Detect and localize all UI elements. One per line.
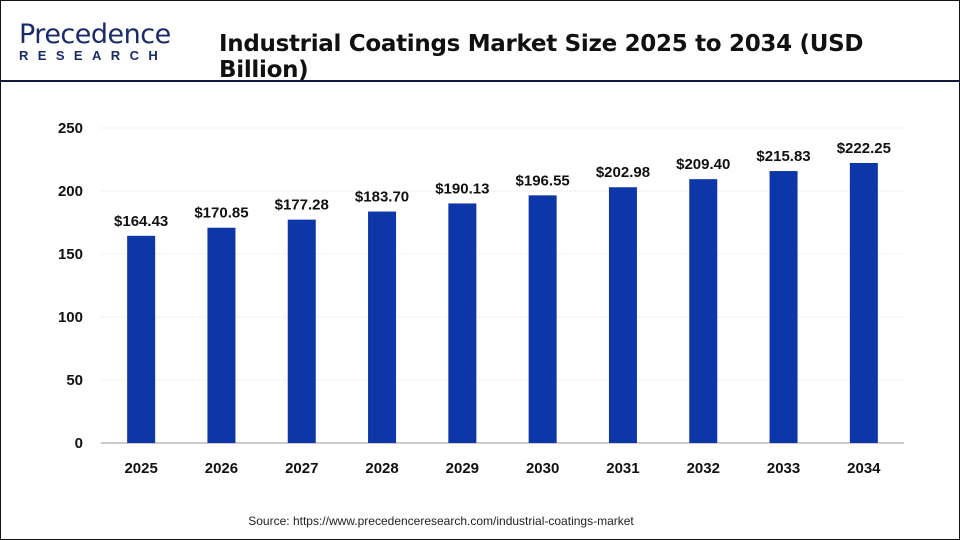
- data-label: $177.28: [275, 197, 329, 214]
- bar: [127, 235, 156, 443]
- header-divider: [1, 80, 959, 82]
- source-note: Source: https://www.precedenceresearch.c…: [248, 514, 634, 528]
- data-label: $202.98: [596, 164, 650, 181]
- logo: Precedence RESEARCH: [19, 19, 171, 64]
- y-tick-label: 250: [58, 120, 83, 137]
- y-tick-label: 150: [58, 246, 83, 263]
- x-tick-label: 2029: [446, 460, 479, 477]
- bar: [689, 179, 718, 443]
- x-tick-label: 2026: [205, 460, 238, 477]
- bar: [608, 187, 637, 443]
- bar: [769, 171, 798, 443]
- data-label: $190.13: [435, 180, 489, 197]
- y-tick-label: 0: [75, 435, 83, 452]
- bar: [448, 203, 477, 443]
- x-tick-label: 2034: [847, 460, 881, 477]
- bar: [287, 219, 316, 443]
- data-label: $215.83: [756, 148, 810, 165]
- bar: [849, 162, 878, 443]
- x-tick-label: 2030: [526, 460, 559, 477]
- data-label: $170.85: [194, 205, 248, 222]
- data-label: $222.25: [837, 140, 891, 157]
- bar: [207, 227, 236, 443]
- x-tick-label: 2028: [365, 460, 398, 477]
- x-tick-label: 2027: [285, 460, 318, 477]
- x-tick-label: 2031: [606, 460, 639, 477]
- bar: [528, 195, 557, 443]
- data-label: $209.40: [676, 156, 730, 173]
- data-label: $183.70: [355, 189, 409, 206]
- bar: [368, 211, 397, 443]
- x-tick-label: 2032: [687, 460, 720, 477]
- chart-title: Industrial Coatings Market Size 2025 to …: [219, 31, 864, 83]
- y-tick-label: 100: [58, 309, 83, 326]
- data-label: $164.43: [114, 213, 168, 230]
- x-tick-label: 2025: [124, 460, 157, 477]
- y-tick-label: 50: [66, 372, 83, 389]
- data-label: $196.55: [516, 172, 570, 189]
- logo-subtext: RESEARCH: [19, 48, 168, 63]
- x-tick-label: 2033: [767, 460, 800, 477]
- y-tick-label: 200: [58, 183, 83, 200]
- logo-text: Precedence: [19, 19, 171, 50]
